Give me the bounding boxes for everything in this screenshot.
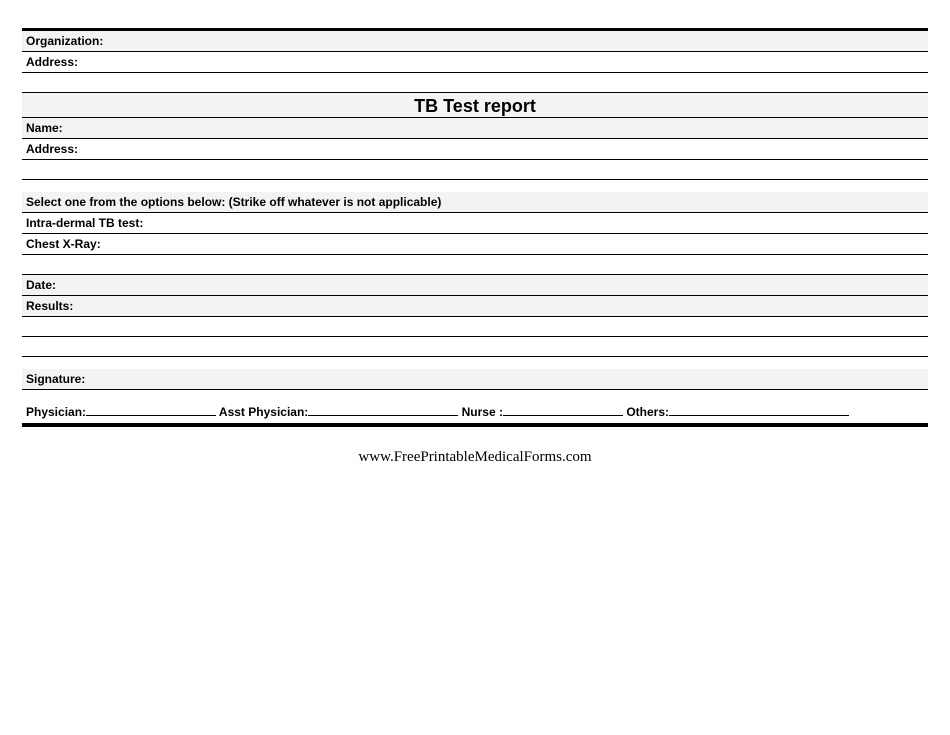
physician-line[interactable] (86, 404, 216, 416)
blank-row-1 (22, 73, 928, 93)
signature-row: Signature: (22, 369, 928, 390)
form-container: Organization: Address: TB Test report Na… (0, 0, 950, 466)
form-title-row: TB Test report (22, 93, 928, 118)
signature-label: Signature: (26, 372, 85, 386)
date-label: Date: (26, 278, 56, 292)
select-instruction-row: Select one from the options below: (Stri… (22, 192, 928, 213)
asst-physician-line[interactable] (308, 404, 458, 416)
intradermal-row: Intra-dermal TB test: (22, 213, 928, 234)
form-title: TB Test report (414, 96, 536, 116)
address1-row: Address: (22, 52, 928, 73)
results-row: Results: (22, 296, 928, 317)
name-label: Name: (26, 121, 63, 135)
results-label: Results: (26, 299, 73, 313)
nurse-line[interactable] (503, 404, 623, 416)
organization-label: Organization: (26, 34, 103, 48)
asst-physician-label: Asst Physician: (216, 405, 308, 419)
signatories-row: Physician: Asst Physician: Nurse : Other… (22, 390, 928, 424)
date-row: Date: (22, 275, 928, 296)
footer-url: www.FreePrintableMedicalForms.com (22, 449, 928, 466)
nurse-label: Nurse : (458, 405, 503, 419)
select-instruction: Select one from the options below: (Stri… (26, 195, 441, 209)
blank-row-4 (22, 317, 928, 337)
name-row: Name: (22, 118, 928, 139)
others-label: Others: (623, 405, 669, 419)
gap-2 (22, 357, 928, 369)
address2-label: Address: (26, 142, 78, 156)
intradermal-label: Intra-dermal TB test: (26, 216, 143, 230)
chest-xray-row: Chest X-Ray: (22, 234, 928, 255)
blank-row-2 (22, 160, 928, 180)
blank-row-3 (22, 255, 928, 275)
others-line[interactable] (669, 404, 849, 416)
chest-xray-label: Chest X-Ray: (26, 237, 101, 251)
bottom-border (22, 424, 928, 427)
address2-row: Address: (22, 139, 928, 160)
blank-row-5 (22, 337, 928, 357)
gap-1 (22, 180, 928, 192)
organization-row: Organization: (22, 31, 928, 52)
address1-label: Address: (26, 55, 78, 69)
physician-label: Physician: (26, 405, 86, 419)
